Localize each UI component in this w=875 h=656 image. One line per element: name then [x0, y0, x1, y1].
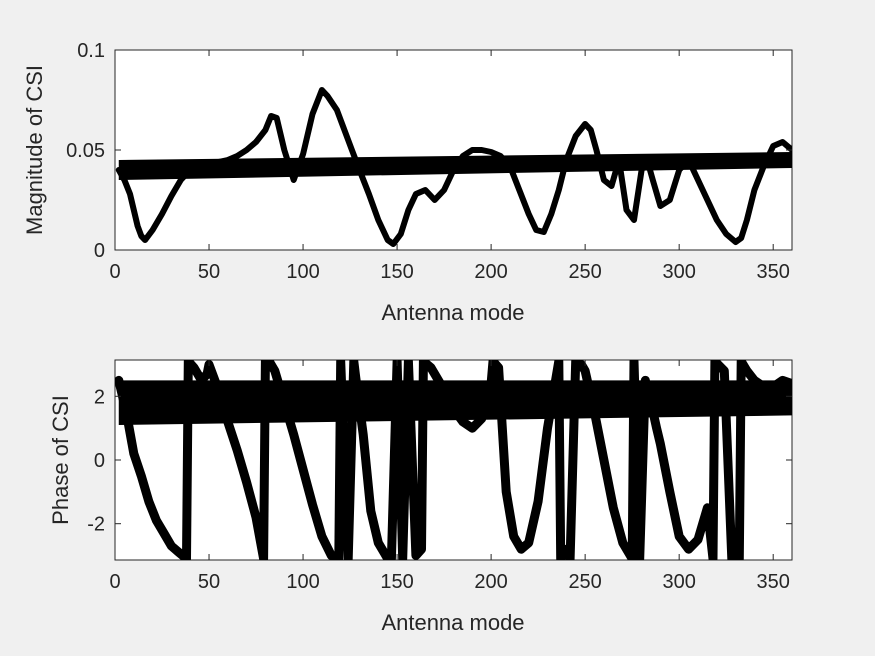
- magnitude-subplot: 0 50 100 150 200 250 300 350 0 0.05 0.1 Antenna mo…: [22, 40, 793, 325]
- magnitude-axes-box: [114, 49, 793, 251]
- phase-series-line-0: [115, 360, 792, 560]
- magnitude-x-tick-label: 250: [568, 261, 601, 283]
- phase-x-axis-label: Antenna mode: [381, 610, 524, 635]
- phase-x-tick-label: 50: [198, 571, 220, 593]
- magnitude-plot-area: [115, 87, 792, 247]
- magnitude-y-tick-label: 0.1: [77, 40, 105, 62]
- magnitude-ticks: 0 50 100 150 200 250 300 350 0 0.05 0.1: [66, 40, 792, 283]
- phase-x-tick-label: 200: [474, 571, 507, 593]
- magnitude-x-tick-label: 350: [757, 261, 790, 283]
- phase-x-tick-label: 100: [286, 571, 319, 593]
- magnitude-series-line-0: [115, 87, 792, 247]
- magnitude-x-axis-label: Antenna mode: [381, 300, 524, 325]
- phase-x-tick-label: 0: [109, 571, 120, 593]
- phase-y-axis-label: Phase of CSI: [48, 395, 73, 525]
- magnitude-x-tick-label: 100: [286, 261, 319, 283]
- phase-ticks: 0 50 100 150 200 250 300 350 -2 0 2: [87, 360, 792, 593]
- magnitude-y-tick-label: 0.05: [66, 140, 105, 162]
- phase-x-tick-label: 350: [757, 571, 790, 593]
- phase-y-tick-label: -2: [87, 514, 105, 536]
- phase-x-tick-label: 250: [568, 571, 601, 593]
- magnitude-x-tick-label: 200: [474, 261, 507, 283]
- magnitude-y-axis-label: Magnitude of CSI: [22, 65, 47, 235]
- magnitude-x-tick-label: 50: [198, 261, 220, 283]
- magnitude-x-tick-label: 150: [380, 261, 413, 283]
- phase-plot-area: [115, 360, 792, 560]
- phase-x-tick-label: 300: [662, 571, 695, 593]
- phase-y-tick-label: 0: [94, 450, 105, 472]
- magnitude-y-tick-label: 0: [94, 240, 105, 262]
- magnitude-x-tick-label: 300: [662, 261, 695, 283]
- phase-x-tick-label: 150: [380, 571, 413, 593]
- magnitude-x-tick-label: 0: [109, 261, 120, 283]
- phase-subplot: 0 50 100 150 200 250 300 350 -2 0 2 Antenna mode P…: [48, 359, 793, 635]
- phase-y-tick-label: 2: [94, 386, 105, 408]
